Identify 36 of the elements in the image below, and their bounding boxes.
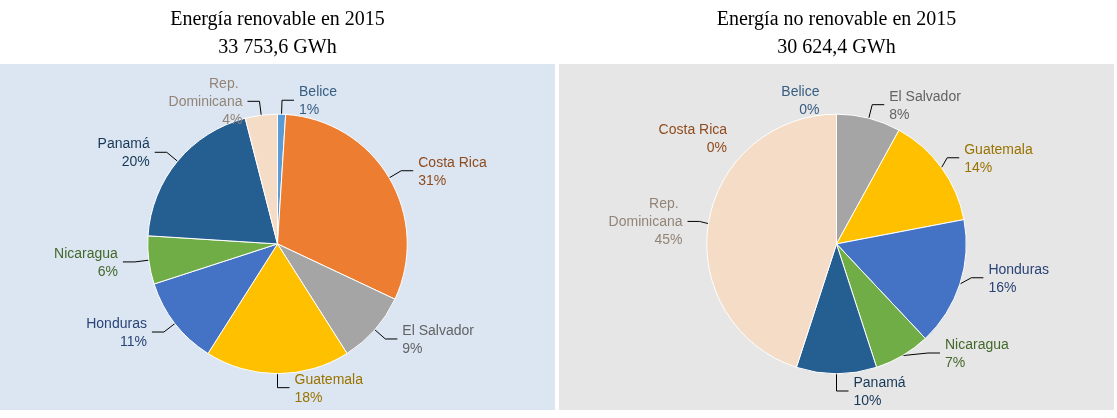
- slice-label: El Salvador: [402, 321, 475, 338]
- data-label: 7%: [945, 354, 966, 370]
- data-label: 4%: [222, 111, 243, 128]
- data-label: 8%: [889, 105, 910, 122]
- slice-label: Belice: [299, 83, 338, 100]
- slice-label: Nicaragua: [54, 244, 119, 261]
- slice-label: Panamá: [853, 374, 906, 390]
- data-label: 45%: [654, 231, 683, 248]
- data-label: 10%: [853, 392, 882, 408]
- chart-title: Energía no renovable en 2015: [715, 6, 958, 32]
- slice-label: Guatemala: [964, 140, 1033, 157]
- data-label: 31%: [418, 171, 447, 188]
- slice-label: Honduras: [86, 315, 147, 332]
- slice-label: Nicaragua: [945, 336, 1010, 352]
- data-label: 9%: [402, 339, 423, 356]
- data-label: 20%: [121, 153, 150, 170]
- data-label: 16%: [988, 278, 1017, 295]
- chart-subtitle: 30 624,4 GWh: [776, 34, 897, 59]
- data-label: 11%: [119, 333, 147, 350]
- data-label: 18%: [294, 388, 323, 405]
- chart-subtitle: 33 753,6 GWh: [217, 34, 338, 59]
- slice-label: Panamá: [97, 135, 150, 152]
- category-label: Costa Rica: [658, 121, 728, 138]
- data-label: 14%: [964, 158, 993, 175]
- slice-label: Guatemala: [294, 370, 364, 387]
- slice-label: Rep. Dominicana: [608, 195, 683, 230]
- slice-label: Rep. Dominicana: [168, 75, 243, 110]
- text: 0%: [799, 101, 820, 118]
- data-label: 6%: [97, 262, 118, 279]
- text: 0%: [706, 139, 728, 156]
- slice-label: Honduras: [988, 260, 1050, 277]
- slice-label: Costa Rica: [418, 153, 487, 170]
- category-label: Belice: [781, 83, 820, 100]
- chart-title: Energía renovable en 2015: [169, 6, 386, 32]
- slice-label: El Salvador: [889, 87, 962, 104]
- data-label: 1%: [299, 101, 320, 118]
